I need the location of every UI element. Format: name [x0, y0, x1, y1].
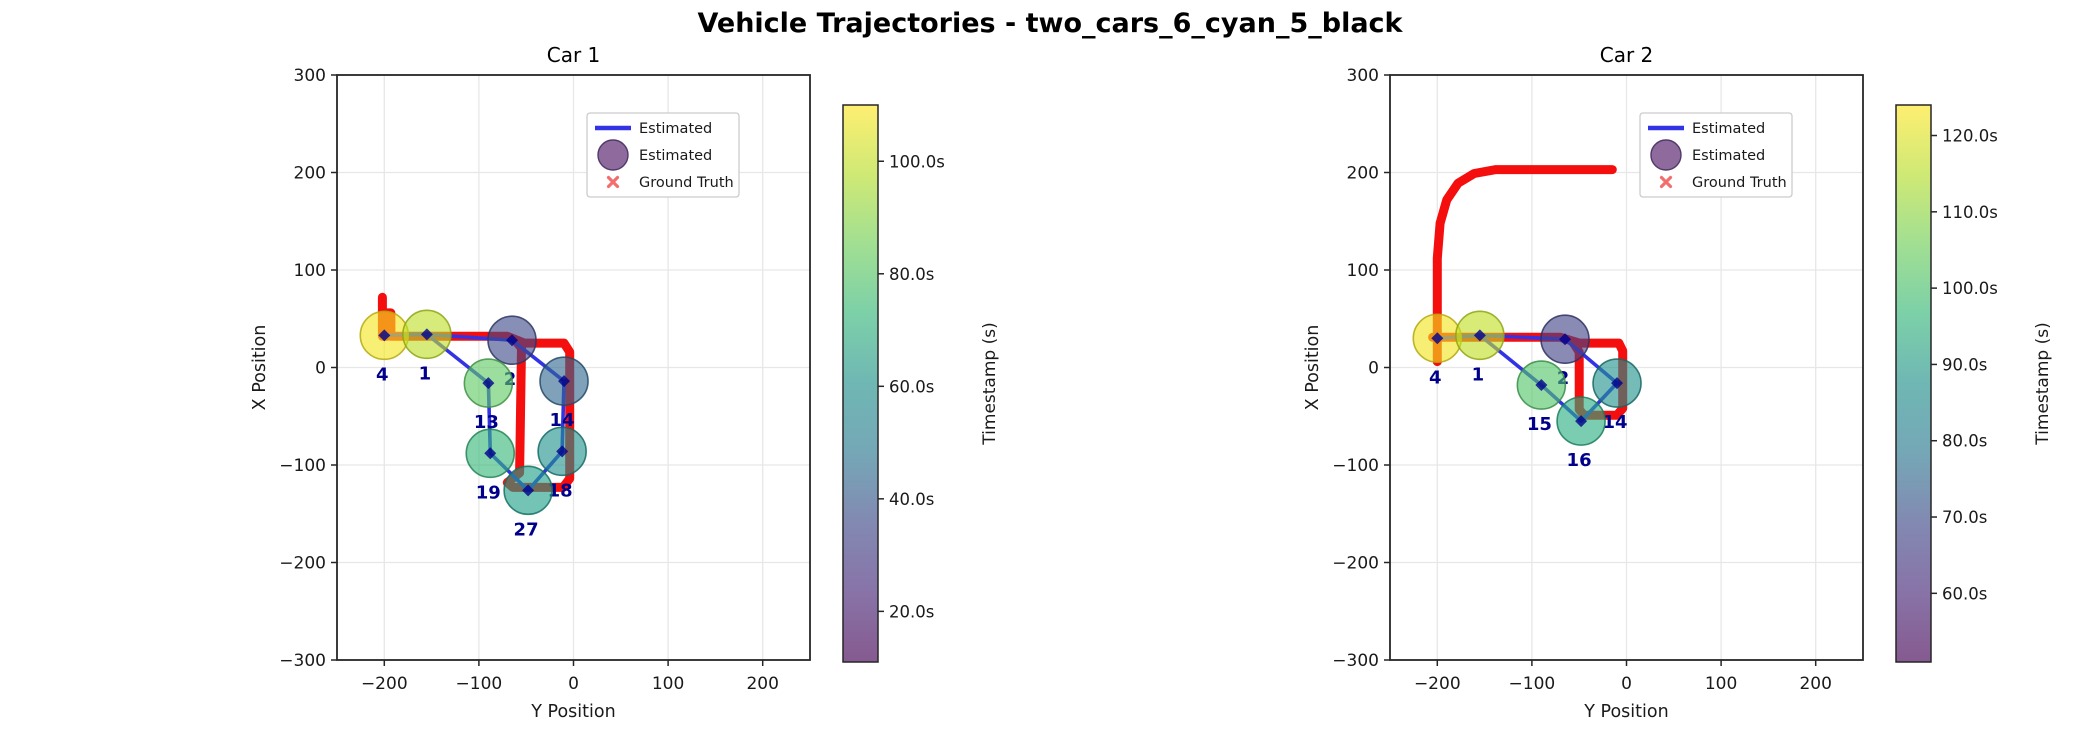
colorbar-label: Timestamp (s) — [2033, 322, 2053, 445]
legend-circle-sample — [1650, 139, 1682, 171]
heading-marker — [1535, 379, 1548, 392]
colorbar: 20.0s 40.0s 60.0s 80.0s 100.0s Timestamp (s) — [842, 104, 1000, 663]
y-tick-label: 100 — [294, 261, 326, 281]
x-axis-label: Y Position — [530, 702, 615, 722]
y-tick-label: −300 — [1332, 651, 1379, 671]
heading-marker — [558, 375, 571, 388]
point-label: 4 — [1429, 367, 1442, 388]
y-tick-label: 300 — [294, 66, 326, 86]
colorbar-tick-label: 40.0s — [889, 490, 934, 509]
point-label: 16 — [1567, 450, 1592, 471]
heading-marker — [1611, 377, 1624, 390]
point-label: 4 — [376, 364, 389, 385]
x-tick-label: −200 — [1414, 674, 1461, 694]
legend-label: Estimated — [639, 148, 712, 164]
colorbar-tick-label: 70.0s — [1942, 508, 1987, 527]
y-tick-label: 200 — [1347, 164, 1379, 184]
x-tick-label: 0 — [568, 674, 579, 694]
heading-marker — [482, 377, 495, 390]
chart-car-1: 4121314191827−200−10001002003002001000−1… — [250, 43, 1000, 722]
y-tick-label: 200 — [294, 164, 326, 184]
y-tick-label: 300 — [1347, 66, 1379, 86]
x-tick-label: 100 — [1705, 674, 1737, 694]
y-tick-label: −100 — [1332, 456, 1379, 476]
heading-marker — [1431, 332, 1444, 345]
point-label: 14 — [550, 410, 575, 431]
point-label: 14 — [1603, 412, 1628, 433]
subplot-title: Car 2 — [1600, 43, 1654, 67]
point-label: 13 — [474, 412, 499, 433]
colorbar-tick-label: 90.0s — [1942, 355, 1987, 374]
colorbar-tick-label: 60.0s — [889, 377, 934, 396]
y-tick-label: 0 — [315, 359, 326, 379]
y-tick-label: −100 — [279, 456, 326, 476]
heading-marker — [1473, 329, 1486, 342]
y-axis-label: X Position — [250, 325, 270, 411]
y-tick-label: 100 — [1347, 261, 1379, 281]
point-label: 15 — [1527, 414, 1552, 435]
colorbar-tick-label: 100.0s — [889, 152, 945, 171]
point-label: 18 — [548, 480, 573, 501]
heading-marker — [506, 334, 519, 347]
point-label: 19 — [476, 482, 501, 503]
colorbar-tick-label: 110.0s — [1942, 203, 1998, 222]
chart-car-2: 412151416−200−10001002003002001000−100−2… — [1303, 43, 2053, 722]
legend-circle-sample — [597, 139, 629, 171]
heading-marker — [484, 447, 497, 460]
y-tick-label: 0 — [1368, 359, 1379, 379]
x-tick-label: −100 — [1509, 674, 1556, 694]
point-label: 1 — [1472, 364, 1485, 385]
heading-marker — [420, 328, 433, 341]
legend-label: Ground Truth — [639, 175, 734, 191]
legend: Estimated Estimated Ground Truth — [1639, 112, 1793, 198]
legend-label: Estimated — [1692, 121, 1765, 137]
point-label: 1 — [419, 363, 432, 384]
axes: −200 −100 0 100 200 300 200 100 0 −100 −200 −300 Y P… — [1303, 43, 1864, 722]
figure-title: Vehicle Trajectories - two_cars_6_cyan_5… — [697, 8, 1403, 39]
legend-label: Estimated — [639, 121, 712, 137]
heading-marker — [378, 329, 391, 342]
colorbar-tick-label: 20.0s — [889, 602, 934, 621]
legend-label: Ground Truth — [1692, 175, 1787, 191]
point-label: 27 — [514, 519, 539, 540]
x-tick-label: 200 — [746, 674, 778, 694]
x-tick-label: −100 — [456, 674, 503, 694]
colorbar: 60.0s 70.0s 80.0s 90.0s 100.0s 110.0s 120.0s Ti… — [1895, 104, 2053, 663]
x-axis-label: Y Position — [1583, 702, 1668, 722]
colorbar-tick-label: 100.0s — [1942, 279, 1998, 298]
axes: −200 −100 0 100 200 300 200 100 0 −100 −200 −300 Y P… — [250, 43, 811, 722]
y-tick-label: −200 — [1332, 554, 1379, 574]
legend-x-sample — [1659, 175, 1673, 189]
x-tick-label: 100 — [652, 674, 684, 694]
y-tick-label: −200 — [279, 554, 326, 574]
x-tick-label: 0 — [1621, 674, 1632, 694]
subplot-title: Car 1 — [547, 43, 601, 67]
y-tick-label: −300 — [279, 651, 326, 671]
colorbar-tick-label: 80.0s — [1942, 432, 1987, 451]
legend: Estimated Estimated Ground Truth — [586, 112, 740, 198]
heading-marker — [522, 484, 535, 497]
colorbar-tick-label: 120.0s — [1942, 127, 1998, 146]
x-tick-label: 200 — [1799, 674, 1831, 694]
heading-marker — [1575, 415, 1588, 428]
colorbar-tick-label: 60.0s — [1942, 584, 1987, 603]
trajectory-points: 412151416 — [1412, 310, 1642, 471]
heading-marker — [556, 445, 569, 458]
y-axis-label: X Position — [1303, 325, 1323, 411]
legend-label: Estimated — [1692, 148, 1765, 164]
colorbar-tick-label: 80.0s — [889, 265, 934, 284]
colorbar-label: Timestamp (s) — [980, 322, 1000, 445]
heading-marker — [1559, 333, 1572, 346]
x-tick-label: −200 — [361, 674, 408, 694]
legend-x-sample — [606, 175, 620, 189]
trajectory-points: 4121314191827 — [359, 309, 589, 540]
